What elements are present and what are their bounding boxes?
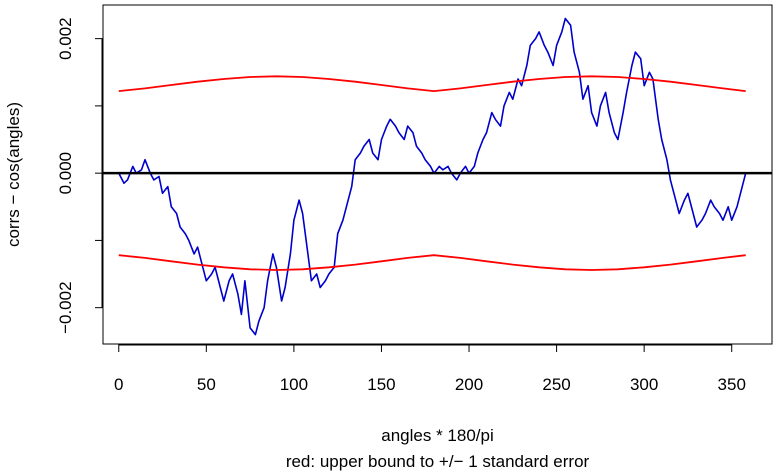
y-axis: −0.002 0.000 0.002 (56, 17, 103, 334)
x-tick-label: 350 (718, 375, 746, 394)
y-tick-label: 0.000 (56, 152, 75, 195)
x-tick-label: 100 (280, 375, 308, 394)
x-tick-label: 150 (367, 375, 395, 394)
y-axis-title: corrs − cos(angles) (4, 102, 23, 247)
plot-frame (102, 4, 773, 345)
x-axis-title: angles * 180/pi (381, 426, 493, 445)
chart-subtitle: red: upper bound to +/− 1 standard error (286, 452, 590, 471)
y-tick-label: −0.002 (56, 281, 75, 333)
x-tick-label: 250 (542, 375, 570, 394)
y-tick-label: 0.002 (56, 17, 75, 60)
series-layer (118, 17, 747, 336)
x-tick-label: 300 (630, 375, 658, 394)
series-line-difference (118, 17, 747, 336)
lower-bound-line (118, 254, 746, 271)
x-tick-label: 50 (197, 375, 216, 394)
x-tick-label: 0 (114, 375, 123, 394)
x-tick-label: 200 (455, 375, 483, 394)
upper-bound-line (118, 75, 746, 92)
x-axis: 0 50 100 150 200 250 300 350 (114, 344, 746, 394)
